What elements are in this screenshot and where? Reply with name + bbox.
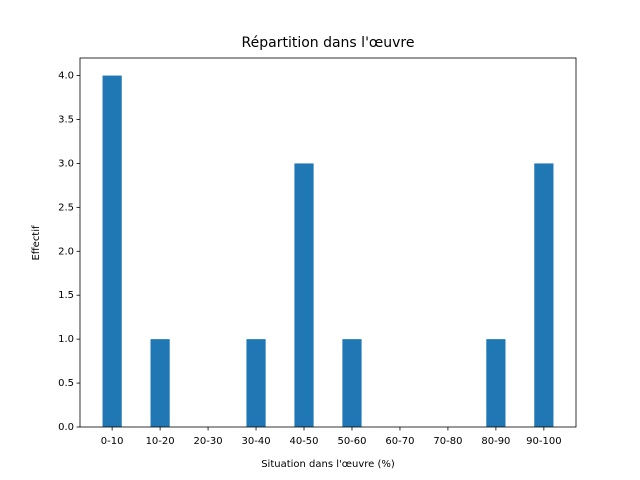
x-tick-label: 0-10 [101,436,124,447]
y-tick-label: 4.0 [58,71,74,82]
bar [342,339,362,427]
y-tick-label: 1.5 [58,290,74,301]
y-tick-label: 2.0 [58,246,74,257]
x-tick-label: 10-20 [146,436,175,447]
y-axis-label: Effectif [31,225,42,261]
x-tick-label: 50-60 [337,436,366,447]
y-tick-label: 0.5 [58,378,74,389]
x-tick-label: 70-80 [433,436,462,447]
y-tick-label: 3.0 [58,158,74,169]
x-tick-label: 60-70 [385,436,414,447]
chart-title: Répartition dans l'œuvre [242,35,415,51]
x-tick-label: 80-90 [481,436,510,447]
x-tick-label: 40-50 [289,436,318,447]
x-tick-label: 90-100 [526,436,561,447]
x-tick-label: 30-40 [242,436,271,447]
x-axis-label: Situation dans l'œuvre (%) [261,459,395,470]
bar [246,339,266,427]
y-tick-label: 2.5 [58,202,74,213]
bar [534,163,554,427]
y-tick-label: 1.0 [58,334,74,345]
x-tick-label: 20-30 [194,436,223,447]
bar [486,339,506,427]
y-tick-label: 3.5 [58,115,74,126]
bar [294,163,314,427]
bar [150,339,170,427]
bar [102,75,122,428]
y-tick-label: 0.0 [58,422,74,433]
axes-frame [79,57,577,428]
